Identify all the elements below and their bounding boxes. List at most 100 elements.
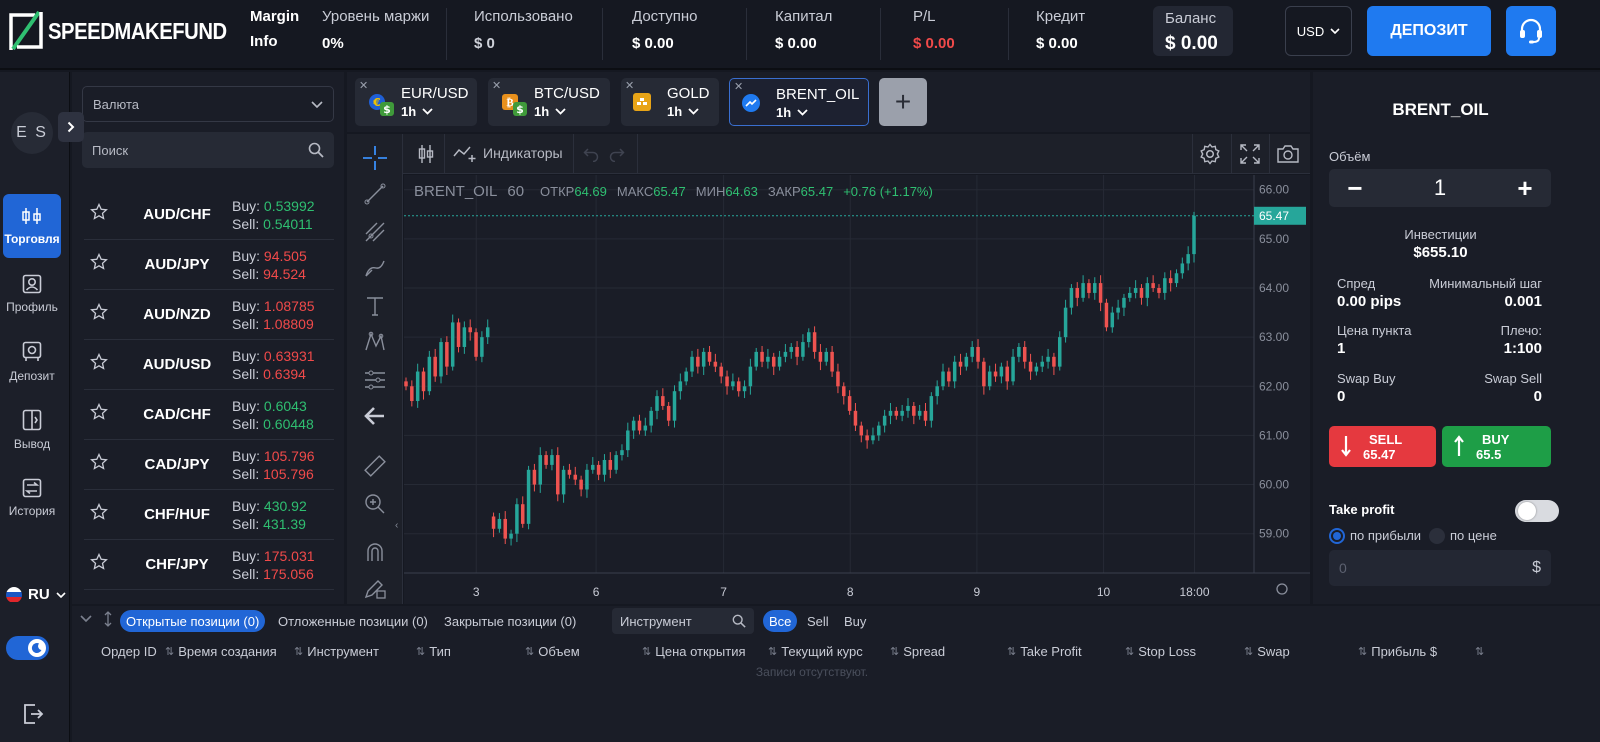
column-header[interactable]: ⇅ Текущий курс — [768, 644, 863, 659]
column-header[interactable]: ⇅ Take Profit — [1007, 644, 1082, 659]
collapse-panel-icon[interactable] — [80, 615, 92, 623]
trend-line-tool[interactable] — [361, 180, 389, 208]
fullscreen-icon[interactable] — [1240, 144, 1260, 164]
ruler-tool[interactable] — [361, 452, 389, 480]
column-header[interactable]: ⇅ Инструмент — [294, 644, 379, 659]
column-header[interactable]: ⇅ Объем — [525, 644, 580, 659]
favorite-star-icon[interactable] — [84, 552, 122, 576]
tab-gold[interactable]: ✕ GOLD 1h — [621, 78, 719, 126]
column-header[interactable]: ⇅ Stop Loss — [1125, 644, 1196, 659]
nav-item-profile[interactable]: Профиль — [3, 262, 61, 326]
redo-icon[interactable] — [609, 146, 625, 162]
favorite-star-icon[interactable] — [84, 402, 122, 426]
prediction-tool[interactable] — [361, 366, 389, 394]
expand-panel-button[interactable] — [58, 112, 84, 142]
chevron-down-icon[interactable] — [422, 108, 433, 115]
pair-row[interactable]: CAD/JPY Buy: 105.796 Sell: 105.796 — [84, 440, 334, 490]
sell-button[interactable]: SELL 65.47 — [1329, 426, 1436, 467]
pair-row[interactable]: AUD/USD Buy: 0.63931 Sell: 0.6394 — [84, 340, 334, 390]
magnet-tool[interactable] — [361, 538, 389, 566]
pair-row[interactable]: CHF/HUF Buy: 430.92 Sell: 431.39 — [84, 490, 334, 540]
fib-tool[interactable] — [361, 218, 389, 246]
chevron-down-icon[interactable] — [555, 108, 566, 115]
tp-by-profit-radio[interactable] — [1329, 528, 1345, 544]
tab-pending-positions[interactable]: Отложенные позиции (0) — [278, 613, 428, 629]
collapse-tools-icon[interactable]: ‹ — [395, 520, 399, 531]
tp-by-price-radio[interactable] — [1429, 528, 1445, 544]
nav-item-history[interactable]: История — [3, 466, 61, 530]
settings-gear-icon[interactable] — [1199, 143, 1221, 165]
volume-decrease-button[interactable]: − — [1347, 172, 1363, 203]
camera-icon[interactable] — [1276, 144, 1300, 164]
close-tab-icon[interactable]: ✕ — [734, 81, 744, 93]
tab-btcusd[interactable]: ✕ ₿ $ BTC/USD 1h — [488, 78, 610, 126]
buy-button[interactable]: BUY 65.5 — [1442, 426, 1551, 467]
favorite-star-icon[interactable] — [84, 252, 122, 276]
favorite-star-icon[interactable] — [84, 502, 122, 526]
lock-drawing-tool[interactable] — [361, 574, 389, 602]
instrument-filter-input[interactable] — [620, 613, 720, 629]
currency-filter-select[interactable]: Валюта — [82, 86, 334, 122]
chevron-down-icon[interactable] — [688, 108, 699, 115]
column-header[interactable]: ⇅ Swap — [1244, 644, 1290, 659]
currency-select[interactable]: USD — [1285, 6, 1352, 56]
theme-toggle[interactable] — [6, 636, 49, 660]
tab-brent-oil[interactable]: ✕ BRENT_OIL 1h — [729, 78, 869, 126]
language-select[interactable]: RU — [6, 586, 66, 603]
column-header[interactable]: Ордер ID — [101, 644, 157, 659]
filter-buy[interactable]: Buy — [844, 613, 867, 629]
volume-value[interactable]: 1 — [1433, 175, 1447, 200]
volume-increase-button[interactable]: + — [1517, 172, 1533, 203]
resize-handle-icon[interactable] — [103, 611, 113, 627]
crosshair-tool[interactable] — [361, 144, 389, 172]
take-profit-input[interactable] — [1339, 560, 1499, 576]
search-icon[interactable] — [308, 142, 324, 158]
column-header[interactable]: ⇅ Тип — [416, 644, 451, 659]
margin-info[interactable]: Margin Info — [250, 8, 299, 50]
close-tab-icon[interactable]: ✕ — [492, 80, 502, 92]
pair-row[interactable]: AUD/CHF Buy: 0.53992 Sell: 0.54011 — [84, 190, 334, 240]
nav-item-trading[interactable]: Торговля — [3, 194, 61, 258]
search-input[interactable] — [92, 142, 292, 158]
deposit-button[interactable]: ДЕПОЗИТ — [1367, 6, 1491, 56]
pair-row[interactable]: CAD/CHF Buy: 0.6043 Sell: 0.60448 — [84, 390, 334, 440]
text-tool[interactable] — [361, 292, 389, 320]
favorite-star-icon[interactable] — [84, 302, 122, 326]
avatar[interactable]: E S — [11, 112, 53, 154]
pattern-tool[interactable] — [361, 328, 389, 356]
favorite-star-icon[interactable] — [84, 352, 122, 376]
logout-icon[interactable] — [22, 702, 44, 726]
chevron-down-icon[interactable] — [797, 109, 808, 116]
candlestick-chart[interactable]: 66.00 65.00 64.00 63.00 62.00 61.00 60.00 59.00… — [404, 175, 1310, 604]
undo-icon[interactable] — [583, 146, 599, 162]
sell-label: Sell: — [232, 365, 260, 382]
pair-row[interactable]: AUD/JPY Buy: 94.505 Sell: 94.524 — [84, 240, 334, 290]
indicators-button[interactable]: Индикаторы — [453, 143, 563, 163]
search-icon[interactable] — [732, 614, 746, 628]
filter-sell[interactable]: Sell — [807, 613, 829, 629]
pair-row[interactable]: AUD/NZD Buy: 1.08785 Sell: 1.08809 — [84, 290, 334, 340]
add-tab-button[interactable]: + — [879, 78, 927, 126]
tab-closed-positions[interactable]: Закрытые позиции (0) — [444, 613, 577, 629]
column-header[interactable]: ⇅ Время создания — [165, 644, 277, 659]
column-header[interactable]: ⇅ Прибыль $ ⇅ — [1358, 644, 1484, 659]
pair-row[interactable]: CHF/JPY Buy: 175.031 Sell: 175.056 — [84, 540, 334, 590]
close-tab-icon[interactable]: ✕ — [359, 80, 369, 92]
take-profit-toggle[interactable] — [1515, 500, 1559, 522]
zoom-tool[interactable] — [361, 490, 389, 518]
price-chart[interactable]: 66.00 65.00 64.00 63.00 62.00 61.00 60.00 59.00… — [404, 175, 1310, 604]
support-button[interactable] — [1506, 6, 1556, 56]
nav-item-withdraw[interactable]: Вывод — [3, 398, 61, 462]
nav-item-deposit[interactable]: Депозит — [3, 330, 61, 394]
favorite-star-icon[interactable] — [84, 452, 122, 476]
column-header[interactable]: ⇅ Spread — [890, 644, 945, 659]
back-tool[interactable] — [361, 402, 389, 430]
candles-icon[interactable] — [417, 144, 435, 164]
tab-open-positions[interactable]: Открытые позиции (0) — [120, 610, 266, 632]
filter-all[interactable]: Все — [763, 610, 798, 632]
favorite-star-icon[interactable] — [84, 202, 122, 226]
tab-eurusd[interactable]: ✕ € $ EUR/USD 1h — [355, 78, 477, 126]
column-header[interactable]: ⇅ Цена открытия — [642, 644, 746, 659]
close-tab-icon[interactable]: ✕ — [625, 80, 635, 92]
brush-tool[interactable] — [361, 254, 389, 282]
